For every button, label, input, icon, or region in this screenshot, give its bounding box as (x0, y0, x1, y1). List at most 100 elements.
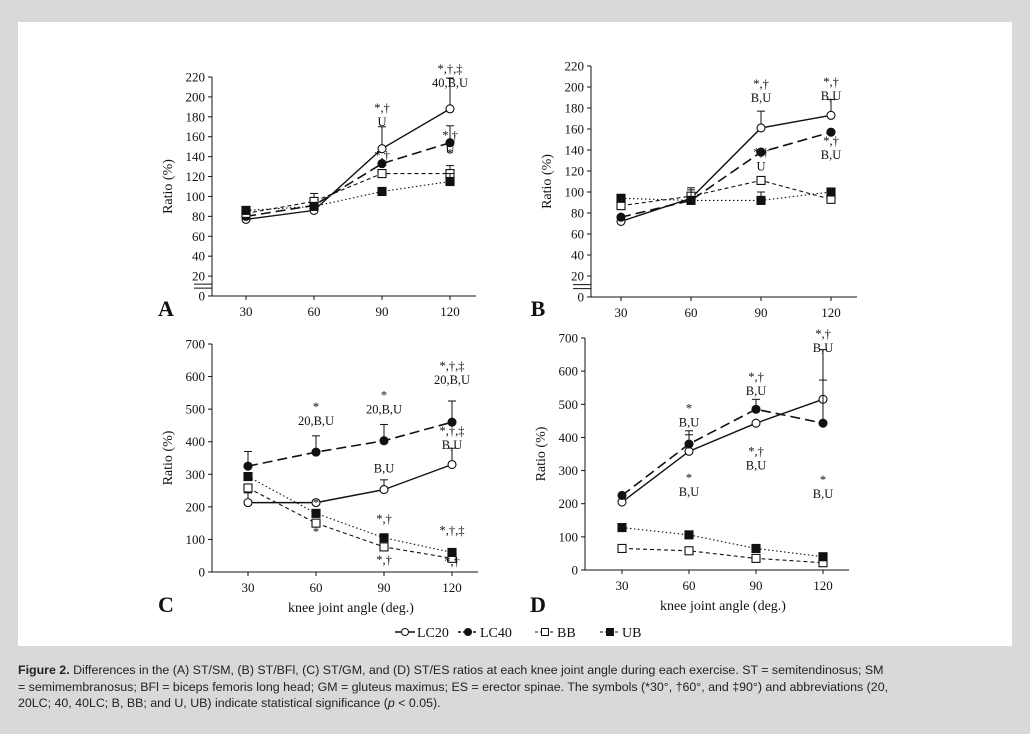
panel-C-letter: C (158, 592, 174, 617)
panel-C-x-tick-label: 120 (442, 580, 462, 595)
panel-C-point-LC40 (243, 461, 253, 471)
panel-D-significance-label: * (686, 402, 692, 416)
caption-text-1: Differences in the (A) ST/SM, (B) ST/BFl… (69, 663, 884, 677)
panel-D-series-line-UB (621, 527, 824, 558)
panel-C-x-tick-label: 30 (242, 580, 255, 595)
caption-p-symbol: p (387, 696, 395, 710)
panel-C-point-LC40 (311, 447, 321, 457)
panel-B-y-tick-label: 40 (571, 248, 584, 263)
panel-A-significance-label: *,†,‡ (438, 62, 463, 76)
panel-C-point-LC40 (379, 436, 389, 446)
panel-A-significance-label: *,† (442, 129, 458, 143)
panel-B-y-tick-label: 160 (565, 122, 585, 137)
panel-D-point-BB (751, 553, 761, 563)
legend-label-BB: BB (557, 626, 576, 641)
panel-B-point-LC20 (756, 123, 766, 133)
panel-C-significance-label: B,U (374, 462, 395, 476)
panel-C-point-LC20 (243, 498, 253, 508)
panel-A-point-LC40 (377, 159, 387, 169)
panel-B-point-BB (826, 194, 836, 204)
panel-D-point-UB (818, 552, 828, 562)
panel-B-y-tick-label: 60 (571, 227, 584, 242)
panel-C-y-axis-label: Ratio (%) (161, 430, 176, 485)
panel-D-letter: D (530, 592, 546, 617)
panel-C-significance-label: 20,B,U (366, 402, 402, 416)
panel-B-point-UB (686, 195, 696, 205)
panel-D-significance-label: *,† (748, 370, 764, 384)
panel-C-x-tick-label: 90 (378, 580, 391, 595)
panel-D-significance-label: *,† (748, 445, 764, 459)
panel-C-point-LC20 (447, 459, 457, 470)
panel-B-y-tick-label: 140 (565, 143, 585, 158)
legend-marker-UB (606, 628, 614, 636)
panel-D-significance-label: B,U (679, 416, 700, 430)
panel-C-y-tick-label: 700 (186, 337, 206, 352)
panel-B-y-tick-label: 80 (571, 206, 584, 221)
panel-A-y-tick-label: 160 (186, 129, 206, 144)
panel-C-y-tick-label: 100 (186, 532, 206, 547)
panel-C-significance-label: *,†,‡ (440, 359, 465, 373)
panel-C-point-UB (379, 533, 389, 543)
panel-D-significance-label: B,U (813, 487, 834, 501)
panel-C-point-UB (243, 472, 253, 482)
panel-D-series-line-LC20 (621, 398, 824, 503)
panel-D-y-tick-label: 400 (559, 430, 579, 445)
panel-D-point-LC20 (751, 418, 761, 428)
panel-D-point-UB (751, 543, 761, 554)
panel-C-y-tick-label: 200 (186, 499, 206, 514)
panel-A-y-tick-label: 180 (186, 109, 206, 124)
panel-A-series-line-LC20 (245, 108, 451, 221)
panel-C-significance-label: B,U (442, 438, 463, 452)
panel-B-y-tick-label: 200 (565, 80, 585, 95)
panel-C-significance-label: 20,B,U (298, 414, 334, 428)
legend-marker-BB (541, 628, 549, 636)
panel-D-significance-label: B,U (679, 485, 700, 499)
panel-C-y-tick-label: 600 (186, 369, 206, 384)
panel-A-series-line-BB (245, 173, 450, 214)
figure-caption: Figure 2. Differences in the (A) ST/SM, … (18, 662, 1014, 712)
panel-B-series-line-LC20 (620, 114, 832, 223)
panel-A-letter: A (158, 296, 174, 321)
caption-line-3: 20LC; 40, 40LC; B, BB; and U, UB) indica… (18, 695, 1014, 712)
panel-D-y-tick-label: 0 (572, 563, 579, 578)
panel-A-significance-label: *,† (374, 101, 390, 115)
panel-A-y-tick-label: 80 (192, 209, 205, 224)
panel-D-y-tick-label: 700 (559, 331, 579, 346)
panel-A-series-line-UB (245, 180, 451, 211)
panel-C-significance-label: * (313, 525, 319, 539)
panel-D-y-tick-label: 100 (559, 529, 579, 544)
panel-D-significance-label: B,U (746, 384, 767, 398)
panel-B-significance-label: *,† (753, 145, 769, 159)
panel-C-series-line-UB (247, 476, 453, 553)
panel-A-significance-label: * (447, 147, 453, 161)
panel-A-y-tick-label: 100 (186, 189, 206, 204)
panel-B-significance-label: *,† (823, 75, 839, 89)
panel-C-y-tick-label: 0 (199, 565, 206, 580)
panel-A-x-tick-label: 90 (376, 304, 389, 319)
panel-A-x-tick-label: 30 (240, 304, 253, 319)
panel-C-point-LC20 (379, 485, 389, 495)
panel-D-point-LC40 (751, 404, 761, 414)
panel-B-point-BB (756, 175, 766, 185)
panel-B-series-line-LC40 (620, 131, 832, 218)
panel-A-y-tick-label: 140 (186, 149, 206, 164)
panel-B-y-tick-label: 0 (578, 290, 585, 305)
panel-B-letter: B (531, 296, 546, 321)
panel-A-significance-label: 40,B,U (432, 76, 468, 90)
panel-A-significance-label: * (379, 161, 385, 175)
panel-A-significance-label: *,† (374, 149, 390, 163)
panel-A-point-UB (377, 186, 387, 197)
panel-C-y-tick-label: 400 (186, 434, 206, 449)
panel-C-significance-label: *,†,‡ (440, 524, 465, 538)
panel-D-x-tick-label: 90 (750, 578, 763, 593)
panel-B-series-line-BB (620, 179, 832, 207)
panel-B-y-tick-label: 180 (565, 101, 585, 116)
panel-B-significance-label: B,U (821, 148, 842, 162)
panel-B-y-tick-label: 220 (565, 59, 585, 74)
panel-B-significance-label: *,† (753, 77, 769, 91)
panel-D-y-tick-label: 300 (559, 463, 579, 478)
panel-C-series-line-LC20 (248, 463, 453, 504)
panel-A-x-tick-label: 120 (440, 304, 460, 319)
panel-D-x-tick-label: 60 (683, 578, 696, 593)
